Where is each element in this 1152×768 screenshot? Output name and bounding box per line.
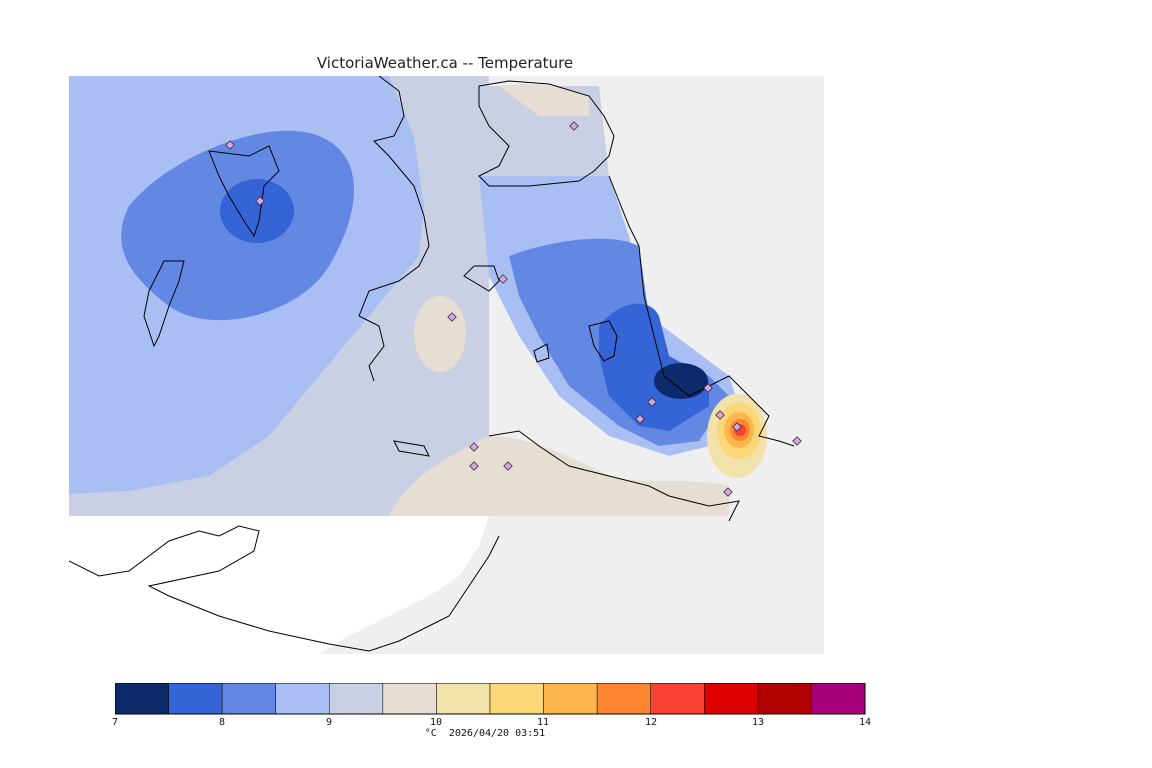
coastline-east-shore [608, 175, 795, 447]
coastline-islet [533, 343, 550, 363]
legend-bin [650, 683, 705, 715]
station-marker[interactable] [255, 196, 265, 206]
legend-timestamp: 2026/04/20 03:51 [448, 728, 546, 739]
station-marker[interactable] [503, 461, 513, 471]
contour-7p5-band [220, 179, 294, 243]
station-marker[interactable] [635, 414, 645, 424]
legend-bin [543, 683, 598, 715]
station-marker[interactable] [792, 436, 802, 446]
contour-10-north [499, 84, 589, 116]
coastline-peninsula [463, 265, 500, 292]
station-marker[interactable] [723, 487, 733, 497]
legend-tick: 13 [751, 717, 765, 728]
legend-tick: 10 [429, 717, 443, 728]
station-marker[interactable] [732, 422, 742, 432]
station-marker[interactable] [715, 410, 725, 420]
coastlines [69, 76, 795, 652]
legend-tick: 7 [111, 717, 119, 728]
contour-10-patch [414, 296, 466, 372]
coastline-lake-east [588, 320, 618, 362]
legend-bin [275, 683, 330, 715]
legend-caption: °C 2026/04/20 03:51 [0, 728, 970, 739]
color-legend [115, 683, 866, 715]
station-marker[interactable] [498, 274, 508, 284]
legend-bin [329, 683, 384, 715]
coastline-north-island [478, 80, 615, 187]
legend-bin [704, 683, 759, 715]
legend-bin [221, 683, 276, 715]
legend-tick: 8 [218, 717, 226, 728]
station-marker[interactable] [703, 383, 713, 393]
coastline-west-island [208, 145, 280, 238]
coastline-mainland-west [358, 76, 430, 382]
station-marker[interactable] [469, 461, 479, 471]
station-marker[interactable] [447, 312, 457, 322]
legend-bin [811, 683, 866, 715]
map-title: VictoriaWeather.ca -- Temperature [316, 54, 574, 72]
legend-bin [596, 683, 651, 715]
legend-bin [489, 683, 544, 715]
station-marker[interactable] [469, 442, 479, 452]
legend-tick: 14 [858, 717, 872, 728]
contour-10-south [389, 436, 729, 516]
water-area [69, 516, 489, 654]
coastline-island-small [393, 440, 430, 457]
legend-bin [115, 683, 169, 715]
coastline-south [69, 525, 500, 652]
contour-7p5-east [599, 303, 709, 431]
station-marker[interactable] [225, 140, 235, 150]
legend-tick: 12 [644, 717, 658, 728]
legend-tick: 9 [325, 717, 333, 728]
weather-stations [225, 121, 802, 497]
legend-unit: °C [424, 728, 437, 739]
contour-7-east [654, 363, 708, 399]
coastline-lake [143, 260, 185, 348]
coastline-south-islands [488, 430, 740, 522]
legend-bin [757, 683, 812, 715]
station-marker[interactable] [569, 121, 579, 131]
legend-bin [382, 683, 437, 715]
temperature-map[interactable] [69, 76, 824, 654]
legend-border [115, 683, 866, 715]
legend-bin [436, 683, 491, 715]
station-marker[interactable] [647, 397, 657, 407]
legend-tick: 11 [536, 717, 550, 728]
legend-bin [168, 683, 223, 715]
legend-bins [115, 683, 866, 715]
